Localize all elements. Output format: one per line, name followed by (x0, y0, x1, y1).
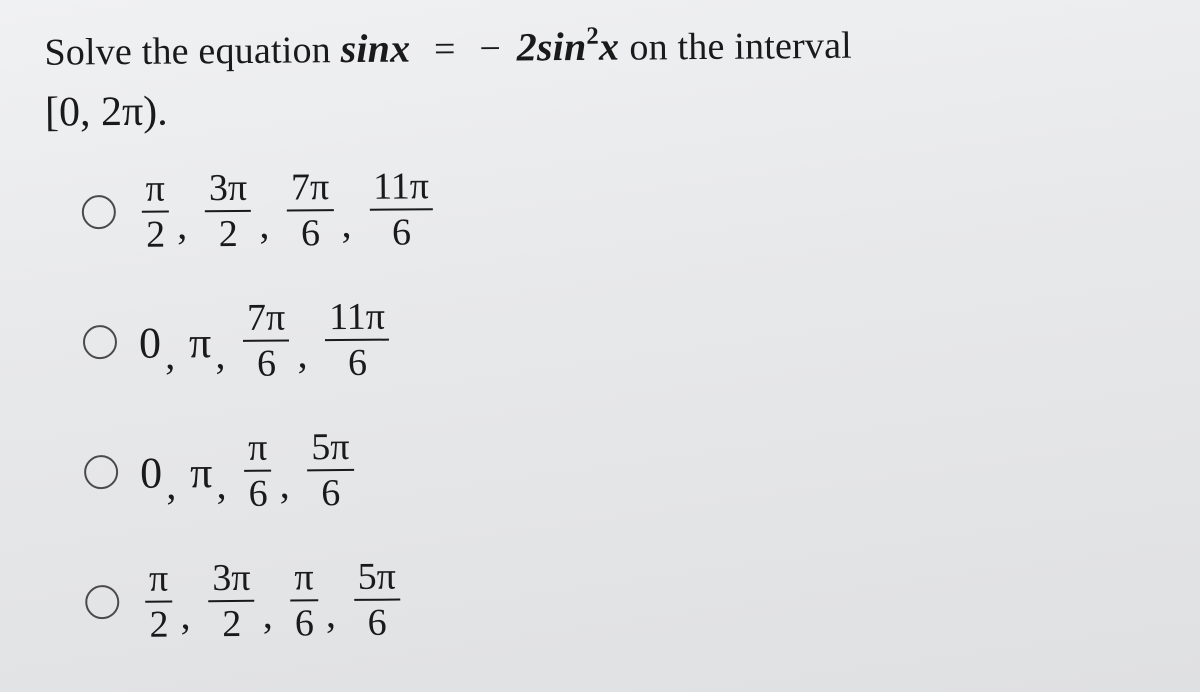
options-list: π2,3π2,7π6,11π60,π,7π6,11π60,π,π6,5π6π2,… (45, 160, 1161, 644)
fraction-denominator: 2 (145, 602, 172, 643)
equation-rhs: 2sin2x (517, 24, 630, 70)
fraction-numerator: 11π (369, 167, 433, 211)
option-answer: 0,π,π6,5π6 (140, 427, 358, 513)
plain-term: 0 (139, 318, 161, 369)
separator: , (180, 591, 190, 638)
fraction-denominator: 6 (291, 601, 318, 642)
separator: , (165, 331, 175, 378)
separator: , (263, 591, 273, 638)
fraction: 7π6 (243, 298, 290, 382)
plain-term: π (189, 317, 212, 368)
interval-text: [0, 2π). (45, 78, 1157, 136)
fraction: π2 (141, 169, 169, 253)
option-answer: π2,3π2,π6,5π6 (141, 557, 404, 643)
fraction: 11π6 (369, 167, 434, 252)
separator: , (297, 330, 307, 377)
option-row[interactable]: π2,3π2,7π6,11π6 (81, 160, 1158, 253)
radio-button[interactable] (85, 584, 119, 618)
fraction: π2 (145, 559, 173, 643)
radio-button[interactable] (83, 324, 117, 358)
separator: , (177, 201, 187, 248)
fraction-denominator: 6 (388, 210, 415, 251)
rhs-exponent: 2 (586, 23, 599, 50)
separator: , (326, 590, 336, 637)
plain-term: π (190, 447, 213, 498)
separator: , (215, 331, 225, 378)
fraction: 3π2 (205, 168, 252, 252)
question-suffix: on the interval (629, 25, 852, 69)
option-answer: π2,3π2,7π6,11π6 (137, 167, 437, 254)
separator: , (341, 200, 351, 247)
question-prefix: Solve the equation (44, 29, 340, 74)
fraction-numerator: 5π (353, 557, 400, 600)
fraction-denominator: 2 (218, 601, 245, 642)
fraction-numerator: π (145, 559, 173, 602)
fraction: 11π6 (325, 297, 390, 382)
rhs-func: sin (537, 24, 587, 69)
fraction-numerator: 5π (307, 427, 354, 470)
fraction: 5π6 (353, 557, 400, 641)
option-answer: 0,π,7π6,11π6 (139, 297, 394, 383)
fraction-denominator: 6 (344, 340, 371, 381)
fraction: 3π2 (208, 558, 255, 642)
radio-button[interactable] (84, 454, 118, 488)
fraction-denominator: 2 (215, 211, 242, 252)
fraction-denominator: 6 (317, 471, 344, 512)
fraction-denominator: 6 (253, 341, 280, 382)
option-row[interactable]: 0,π,π6,5π6 (84, 420, 1161, 513)
option-row[interactable]: π2,3π2,π6,5π6 (85, 550, 1162, 643)
fraction-numerator: 7π (287, 168, 334, 211)
fraction-numerator: π (244, 428, 272, 471)
plain-term: 0 (140, 448, 162, 499)
separator: , (279, 460, 289, 507)
page-container: Solve the equation sinx = − 2sin2x on th… (0, 0, 1200, 664)
fraction-denominator: 6 (297, 211, 324, 252)
fraction: π6 (290, 558, 318, 642)
equation-equals: = (434, 28, 466, 70)
question-text: Solve the equation sinx = − 2sin2x on th… (44, 16, 1156, 78)
separator: , (259, 201, 269, 248)
equation-lhs: sinx (340, 26, 410, 72)
fraction-numerator: π (141, 169, 169, 212)
fraction-numerator: 11π (325, 297, 389, 341)
fraction-numerator: π (290, 558, 318, 601)
fraction-numerator: 3π (205, 168, 252, 211)
fraction-denominator: 6 (363, 600, 390, 641)
radio-button[interactable] (82, 194, 116, 228)
option-row[interactable]: 0,π,7π6,11π6 (83, 290, 1160, 383)
fraction-numerator: 7π (243, 298, 290, 341)
fraction: 7π6 (287, 168, 334, 252)
fraction: π6 (244, 428, 272, 512)
rhs-coef: 2 (517, 24, 538, 69)
separator: , (216, 461, 226, 508)
fraction-denominator: 6 (244, 471, 271, 512)
fraction-denominator: 2 (142, 212, 169, 253)
fraction: 5π6 (307, 427, 354, 511)
equation-negative: − (479, 28, 511, 70)
rhs-var: x (599, 24, 620, 69)
separator: , (166, 461, 176, 508)
fraction-numerator: 3π (208, 558, 255, 601)
